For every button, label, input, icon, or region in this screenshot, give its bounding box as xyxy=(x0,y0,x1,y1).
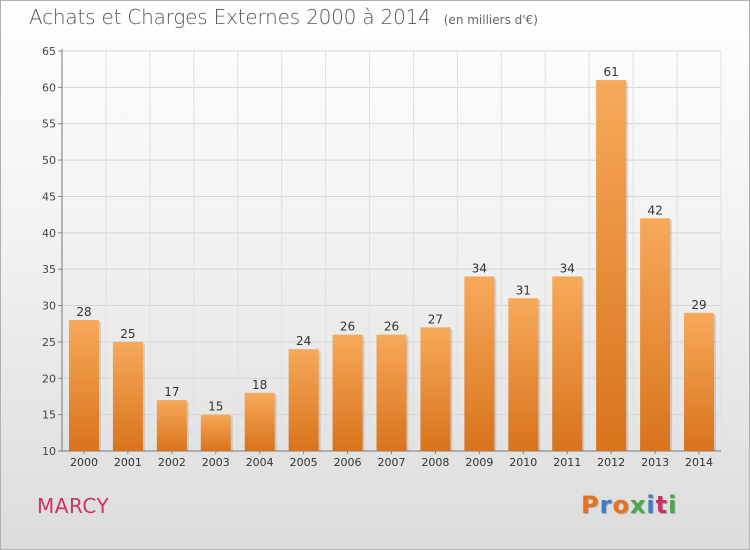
bar xyxy=(508,298,539,451)
x-tick-label: 2012 xyxy=(597,456,625,469)
bars xyxy=(68,80,717,451)
value-labels: 28 25 17 15 18 24 26 26 27 34 31 34 61 42 29 xyxy=(76,65,706,414)
logo-letter: x xyxy=(629,491,647,519)
x-tick-label: 2006 xyxy=(334,456,362,469)
bar xyxy=(640,218,671,451)
x-tick-label: 2000 xyxy=(70,456,98,469)
proxiti-logo[interactable]: Proxiti xyxy=(581,491,677,519)
bar xyxy=(596,80,627,451)
bar xyxy=(684,312,715,451)
data-label: 31 xyxy=(516,283,531,297)
data-label: 42 xyxy=(647,203,662,217)
bar xyxy=(200,414,231,451)
data-label: 27 xyxy=(428,312,443,326)
data-label: 17 xyxy=(164,385,179,399)
bar xyxy=(552,276,583,451)
data-label: 34 xyxy=(472,261,487,275)
bar xyxy=(420,327,451,451)
bar xyxy=(288,349,319,451)
x-tick-label: 2003 xyxy=(202,456,230,469)
data-label: 18 xyxy=(252,378,267,392)
y-tick-label: 30 xyxy=(42,300,56,313)
data-label: 15 xyxy=(208,400,223,414)
data-label: 29 xyxy=(691,298,706,312)
logo-letter: r xyxy=(599,491,613,519)
data-label: 26 xyxy=(340,320,355,334)
x-tick-label: 2004 xyxy=(246,456,274,469)
city-name: MARCY xyxy=(37,494,110,518)
data-label: 61 xyxy=(604,65,619,79)
bar xyxy=(156,400,187,451)
y-tick-label: 35 xyxy=(42,263,56,276)
bar xyxy=(244,392,275,451)
chart-title: Achats et Charges Externes 2000 à 2014 xyxy=(29,5,431,29)
chart-header: Achats et Charges Externes 2000 à 2014 (… xyxy=(29,5,538,29)
bar xyxy=(112,341,143,451)
y-tick-label: 15 xyxy=(42,409,56,422)
logo-letter: P xyxy=(581,491,600,519)
y-tick-label: 10 xyxy=(42,445,56,458)
x-tick-label: 2008 xyxy=(421,456,449,469)
logo-letter: o xyxy=(612,491,630,519)
data-label: 28 xyxy=(76,305,91,319)
x-tick-label: 2011 xyxy=(553,456,581,469)
x-tick-label: 2002 xyxy=(158,456,186,469)
y-tick-label: 50 xyxy=(42,154,56,167)
bar xyxy=(68,320,99,451)
x-tick-label: 2010 xyxy=(509,456,537,469)
data-label: 34 xyxy=(560,261,575,275)
y-tick-label: 60 xyxy=(42,81,56,94)
x-tick-label: 2009 xyxy=(465,456,493,469)
bar xyxy=(376,334,407,451)
bar xyxy=(332,334,363,451)
chart-subtitle: (en milliers d'€) xyxy=(443,13,538,27)
data-label: 26 xyxy=(384,320,399,334)
y-tick-label: 40 xyxy=(42,227,56,240)
y-tick-label: 65 xyxy=(42,45,56,58)
y-tick-label: 25 xyxy=(42,336,56,349)
logo-letter: t xyxy=(655,491,669,519)
data-label: 25 xyxy=(120,327,135,341)
y-tick-label: 55 xyxy=(42,118,56,131)
logo-letter: i xyxy=(668,491,678,519)
logo-letter: i xyxy=(646,491,656,519)
bar xyxy=(464,276,495,451)
data-label: 24 xyxy=(296,334,311,348)
y-tick-label: 20 xyxy=(42,372,56,385)
x-tick-label: 2005 xyxy=(290,456,318,469)
x-tick-label: 2013 xyxy=(641,456,669,469)
y-tick-label: 45 xyxy=(42,190,56,203)
x-tick-label: 2001 xyxy=(114,456,142,469)
x-tick-label: 2007 xyxy=(378,456,406,469)
x-tick-label: 2014 xyxy=(685,456,713,469)
